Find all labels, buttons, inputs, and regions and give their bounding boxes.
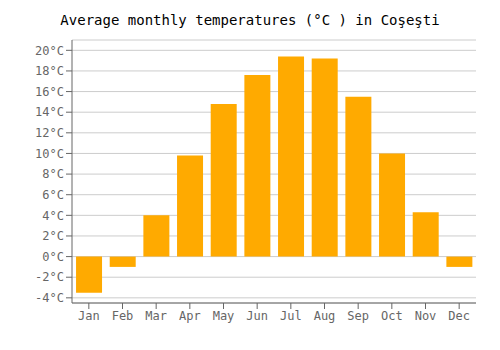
svg-text:May: May <box>213 309 235 323</box>
svg-text:4°C: 4°C <box>42 209 64 223</box>
html-text:Average monthly temperatures (: Average monthly temperatures (°C ) in Co… <box>60 12 440 28</box>
svg-text:2°C: 2°C <box>42 229 64 243</box>
svg-text:Mar: Mar <box>145 309 167 323</box>
svg-text:Dec: Dec <box>448 309 470 323</box>
svg-text:18°C: 18°C <box>35 64 64 78</box>
svg-text:14°C: 14°C <box>35 105 64 119</box>
svg-text:20°C: 20°C <box>35 44 64 58</box>
svg-text:10°C: 10°C <box>35 147 64 161</box>
svg-text:Jan: Jan <box>78 309 100 323</box>
svg-text:12°C: 12°C <box>35 126 64 140</box>
svg-text:8°C: 8°C <box>42 167 64 181</box>
svg-text:-4°C: -4°C <box>35 291 64 305</box>
svg-text:Oct: Oct <box>381 309 403 323</box>
svg-text:-2°C: -2°C <box>35 270 64 284</box>
svg-text:Aug: Aug <box>314 309 336 323</box>
svg-text:Apr: Apr <box>179 309 201 323</box>
svg-text:16°C: 16°C <box>35 85 64 99</box>
svg-text:Sep: Sep <box>347 309 369 323</box>
svg-text:Jun: Jun <box>246 309 268 323</box>
svg-text:6°C: 6°C <box>42 188 64 202</box>
svg-text:Nov: Nov <box>415 309 437 323</box>
svg-text:Jul: Jul <box>280 309 302 323</box>
svg-text:0°C: 0°C <box>42 250 64 264</box>
svg-text:Feb: Feb <box>112 309 134 323</box>
